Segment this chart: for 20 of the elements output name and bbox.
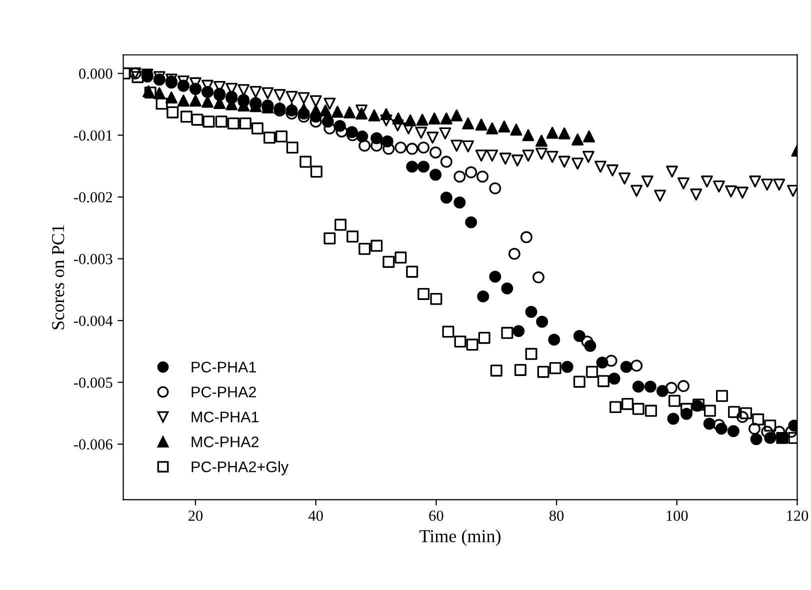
legend-label: PC-PHA2+Gly: [192, 461, 289, 476]
legend-label: PC-PHA2: [192, 386, 256, 398]
x-tick-label: 20: [188, 510, 203, 521]
x-tick-label: 120: [787, 510, 808, 521]
y-tick-label: -0.004: [74, 316, 113, 326]
y-tick-label: 0.000: [79, 68, 112, 79]
y-tick-label: -0.006: [74, 439, 112, 450]
y-tick-label: -0.002: [74, 192, 112, 202]
y-axis-title: Scores on PC1: [52, 225, 64, 330]
legend-label: MC-PHA2: [192, 436, 258, 448]
legend-label: MC-PHA1: [192, 412, 259, 422]
x-axis-title: Time (min): [420, 530, 500, 546]
y-tick-label: -0.003: [74, 254, 112, 264]
x-tick-label: 100: [666, 510, 688, 521]
y-tick-label: -0.005: [74, 377, 112, 388]
legend-label: PC-PHA1: [192, 362, 256, 373]
x-tick-label: 60: [429, 510, 444, 521]
x-tick-label: 80: [549, 510, 564, 521]
x-tick-label: 40: [308, 510, 323, 521]
y-tick-label: -0.001: [74, 130, 112, 141]
